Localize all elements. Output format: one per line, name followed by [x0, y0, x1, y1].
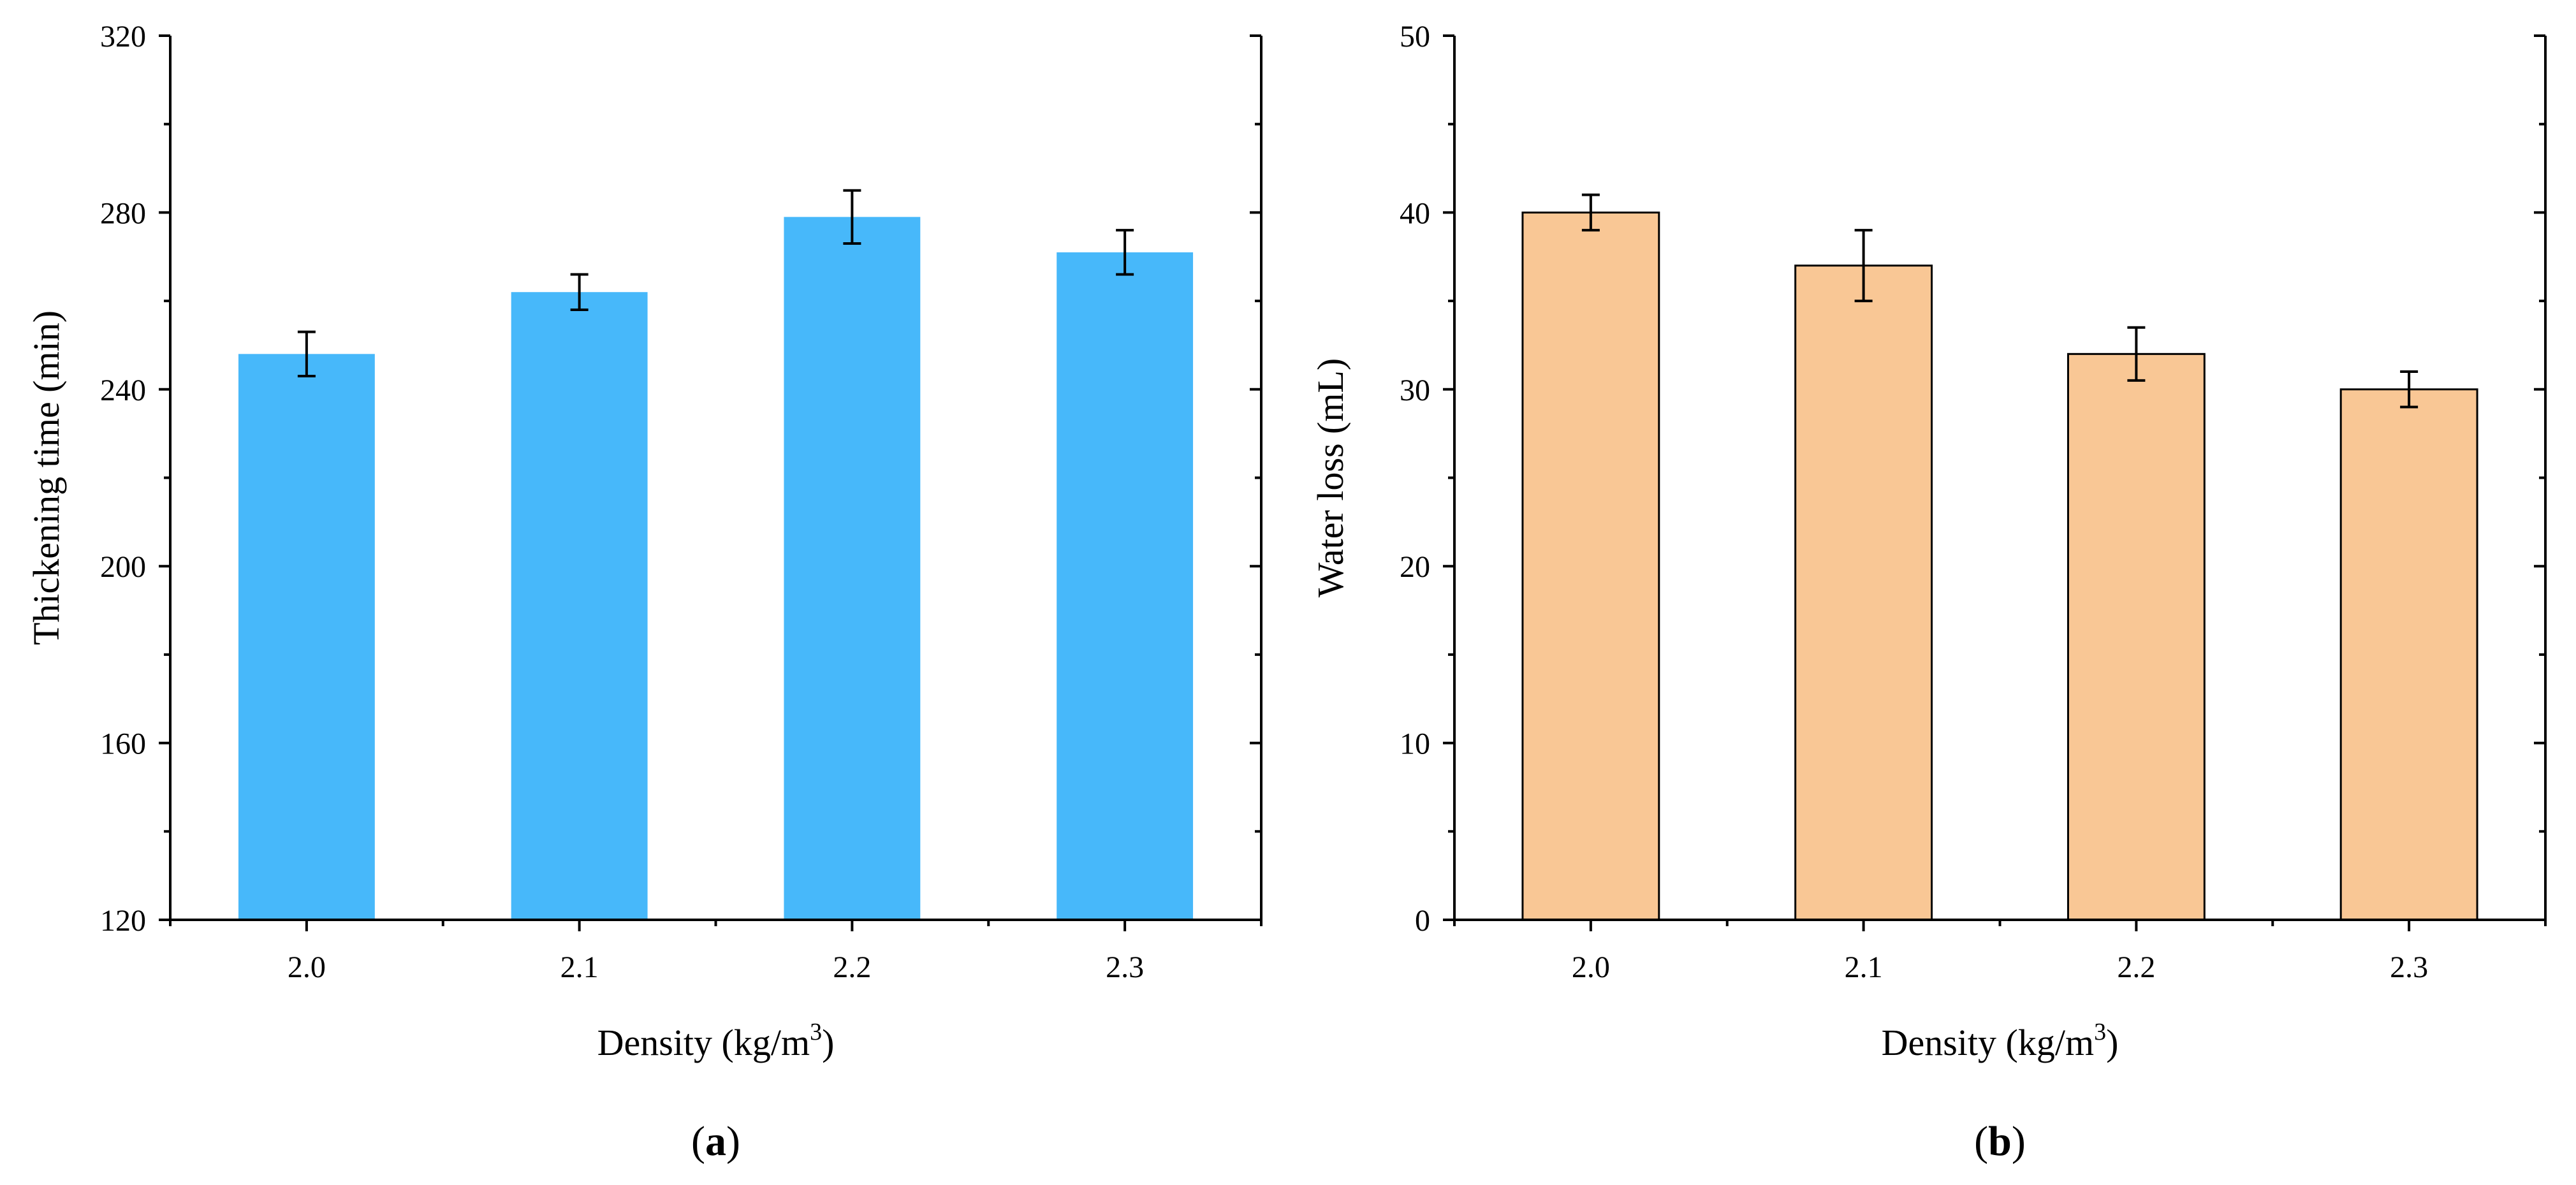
- panel-label-close: ): [726, 1118, 740, 1165]
- bar-2.0: [238, 354, 375, 920]
- panel-label-open: (: [691, 1118, 705, 1165]
- error-bar-2.3: [2400, 370, 2419, 409]
- panel-label-close: ): [2012, 1118, 2026, 1165]
- error-bar-2.3: [1116, 229, 1134, 276]
- error-bar-2.0: [1581, 193, 1600, 232]
- y-tick-label: 30: [1400, 374, 1430, 407]
- chart-b: 0 10 20 30 40 50 2.0 2.1 2.2 2.3 Density (kg/m3) Wa…: [1310, 20, 2547, 1165]
- bar-2.2: [2067, 353, 2206, 921]
- panel-label-letter: b: [1988, 1118, 2012, 1165]
- x-tick-label: 2.0: [288, 950, 326, 984]
- x-axis-title-superscript: 3: [810, 1019, 822, 1045]
- panel-label: (a): [691, 1118, 740, 1165]
- x-axis-title-text: Density (kg/m: [1882, 1022, 2094, 1063]
- y-tick-label: 0: [1415, 904, 1430, 938]
- y-tick-label: 20: [1400, 550, 1430, 584]
- error-bar-2.2: [2127, 326, 2146, 382]
- x-axis-title-end: ): [2106, 1022, 2118, 1063]
- bar-2.2: [784, 217, 921, 920]
- x-tick-label: 2.1: [560, 950, 599, 984]
- y-tick-label: 10: [1400, 727, 1430, 761]
- chart-a: 120 160 200 240 280 320 2.0 2.1 2.2 2.3 Density (k…: [26, 20, 1262, 1165]
- y-tick-label: 50: [1400, 20, 1430, 54]
- bar-2.3: [1057, 252, 1194, 920]
- bar-2.0: [1521, 211, 1660, 921]
- panel-label-open: (: [1974, 1118, 1988, 1165]
- y-tick-label: 120: [100, 904, 146, 938]
- panel-label: (b): [1974, 1118, 2026, 1165]
- bar-2.1: [1794, 265, 1933, 921]
- x-tick-label: 2.3: [2390, 950, 2428, 984]
- bar-2.3: [2339, 388, 2478, 921]
- error-bar-2.2: [843, 189, 861, 245]
- y-tick-label: 280: [100, 196, 146, 230]
- panel-label-letter: a: [705, 1118, 726, 1165]
- error-bar-2.1: [1854, 229, 1873, 303]
- x-tick-label: 2.1: [1845, 950, 1883, 984]
- y-tick-label: 320: [100, 20, 146, 54]
- x-axis-title-text: Density (kg/m: [597, 1022, 810, 1063]
- x-tick-label: 2.0: [1572, 950, 1610, 984]
- x-tick-label: 2.2: [833, 950, 871, 984]
- x-axis-title-superscript: 3: [2094, 1019, 2106, 1045]
- y-tick-label: 160: [100, 727, 146, 761]
- x-axis-title: Density (kg/m3): [597, 1019, 835, 1063]
- x-axis-title: Density (kg/m3): [1882, 1019, 2119, 1063]
- error-bar-2.0: [297, 330, 316, 377]
- x-tick-label: 2.2: [2117, 950, 2155, 984]
- x-axis-title-end: ): [822, 1022, 834, 1063]
- error-bar-2.1: [570, 273, 589, 311]
- y-tick-label: 200: [100, 550, 146, 584]
- y-tick-label: 240: [100, 374, 146, 407]
- y-axis-title: Thickening time (min): [26, 310, 67, 645]
- bar-2.1: [511, 292, 648, 920]
- y-axis-title: Water loss (mL): [1310, 358, 1351, 597]
- y-tick-label: 40: [1400, 196, 1430, 230]
- x-tick-label: 2.3: [1106, 950, 1144, 984]
